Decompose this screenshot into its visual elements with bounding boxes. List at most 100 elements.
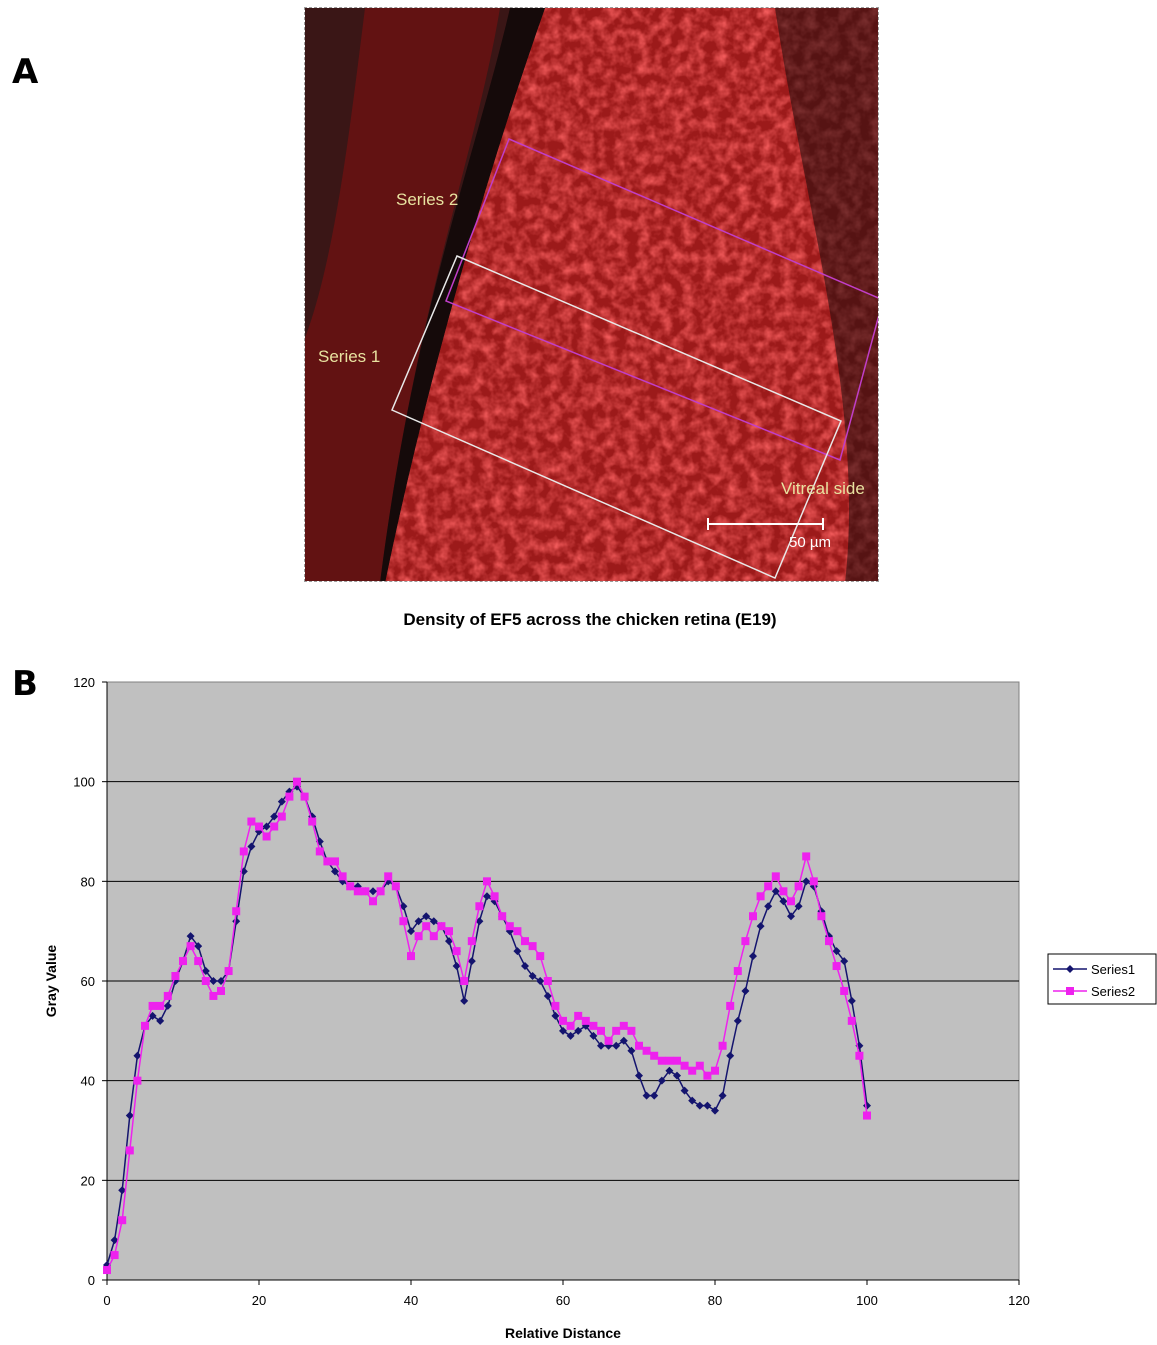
series-2-point xyxy=(650,1051,659,1060)
series1-roi xyxy=(391,255,842,579)
series-2-point xyxy=(847,1016,856,1025)
series-1-point xyxy=(467,957,476,966)
series-2-point xyxy=(536,952,545,961)
series-2-point xyxy=(270,822,279,831)
series-2-point xyxy=(794,882,803,891)
series-1-point xyxy=(718,1091,727,1100)
series-2-point xyxy=(460,977,469,985)
series-2-point xyxy=(331,857,339,866)
series-1-point xyxy=(764,902,773,911)
series-2-point xyxy=(809,877,818,886)
series-2-point xyxy=(673,1056,681,1065)
series-1-point xyxy=(619,1036,628,1045)
series-1-point xyxy=(551,1011,560,1020)
series-1-point xyxy=(133,1051,142,1060)
axes: 0 20 40 60 80 100 120 0 20 40 60 80 100 120 xyxy=(73,675,1030,1308)
series-2-point xyxy=(642,1046,651,1055)
series-1-point xyxy=(536,977,545,985)
series-2-point xyxy=(239,847,248,856)
series-1-point xyxy=(726,1051,735,1060)
legend-label: Series1 xyxy=(1091,962,1135,977)
series-2-point xyxy=(528,942,537,951)
series-1-point xyxy=(733,1016,742,1025)
series-2-point xyxy=(133,1076,142,1085)
series-1-point xyxy=(597,1041,605,1050)
series-2-point xyxy=(118,1216,127,1225)
series-1-point xyxy=(665,1066,674,1075)
series-1-point xyxy=(407,927,415,936)
chart-title: Density of EF5 across the chicken retina… xyxy=(403,610,777,629)
series-2-point xyxy=(308,817,317,826)
series-1-point xyxy=(475,917,484,926)
panel-b-letter: B xyxy=(12,664,38,704)
series-2-point xyxy=(863,1111,871,1120)
series-1-point xyxy=(270,812,279,821)
series-2-point xyxy=(543,977,552,985)
series-1-point xyxy=(589,1031,598,1040)
series-1-point xyxy=(247,842,256,851)
series-2-point xyxy=(559,1016,567,1025)
series-2-point xyxy=(825,937,833,946)
series-1-point xyxy=(209,977,218,985)
series-2-point xyxy=(741,937,750,946)
series-2-point xyxy=(855,1051,864,1060)
series-2-point xyxy=(574,1011,583,1020)
series-1-point xyxy=(277,797,286,806)
series-1-point xyxy=(528,972,537,981)
series-2-point xyxy=(346,882,355,891)
series-1-point xyxy=(840,957,849,966)
series-2-point xyxy=(110,1251,119,1260)
series-1-point xyxy=(460,996,469,1005)
y-tick-label: 120 xyxy=(73,675,95,690)
series-2-point xyxy=(832,962,841,971)
x-axis-title: Relative Distance xyxy=(505,1325,621,1341)
series-2-point xyxy=(452,947,461,956)
series-2 xyxy=(103,777,871,1275)
legend: Series1 Series2 xyxy=(1047,953,1157,1005)
series-2-point xyxy=(566,1021,575,1030)
series2-roi xyxy=(445,138,878,462)
series-2-point xyxy=(521,937,529,946)
series-1-point xyxy=(156,1016,165,1025)
series-2-point xyxy=(247,817,256,826)
series-2-point xyxy=(194,957,203,966)
series-1-point xyxy=(650,1091,659,1100)
series-2-point xyxy=(179,957,187,966)
series-2-point xyxy=(718,1041,727,1050)
series-2-point xyxy=(764,882,773,891)
y-tick-label: 80 xyxy=(81,874,95,889)
series-1-point xyxy=(414,917,423,926)
series-2-point xyxy=(353,887,362,896)
series-2-point xyxy=(703,1071,712,1080)
series-1-point xyxy=(612,1041,621,1050)
scale-bar-label: 50 µm xyxy=(789,534,831,551)
series-1-point xyxy=(369,887,377,896)
panel-a-letter: A xyxy=(12,52,39,92)
series-1-point xyxy=(118,1186,127,1195)
series-1-point xyxy=(635,1071,643,1080)
micrograph-panel: Series 2 Series 1 Vitreal side 50 µm xyxy=(304,7,879,582)
series-1-point xyxy=(566,1031,575,1040)
series-1-point xyxy=(148,1011,157,1020)
series-2-point xyxy=(733,967,742,976)
series-1-point xyxy=(513,947,522,956)
series-1-point xyxy=(399,902,408,911)
series-2-point xyxy=(232,907,241,916)
micrograph-image: Series 2 Series 1 Vitreal side 50 µm xyxy=(305,8,878,581)
series-2-point xyxy=(262,832,271,841)
series-2-point xyxy=(726,1001,735,1010)
series-1-point xyxy=(688,1096,697,1105)
series-2-point xyxy=(125,1146,134,1155)
series-2-point xyxy=(817,912,826,921)
series-2-point xyxy=(293,777,301,786)
series-2-point xyxy=(688,1066,697,1075)
series-1-point xyxy=(201,967,210,976)
series-2-point xyxy=(498,912,507,921)
gridlines xyxy=(107,781,1019,1181)
series-1-point xyxy=(483,892,491,901)
series-1-point xyxy=(832,947,841,956)
series-2-point xyxy=(361,887,370,896)
series2-label: Series 2 xyxy=(396,190,458,209)
series-1-point xyxy=(847,996,856,1005)
series-2-point xyxy=(627,1026,636,1035)
